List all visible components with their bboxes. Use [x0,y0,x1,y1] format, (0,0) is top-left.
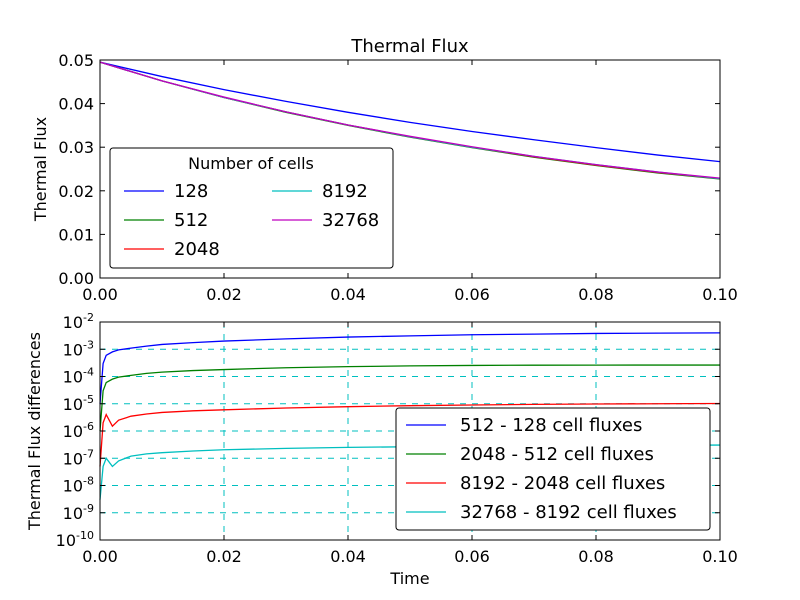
bottom-x-tick-label: 0.10 [702,547,738,566]
top-x-tick-label: 0.08 [578,285,614,304]
top-series-line-32768 [99,61,721,179]
bottom-x-axis-label: Time [389,569,429,588]
top-panel: Thermal Flux Thermal Flux 0.00 0.02 0.04 0.06… [31,36,738,304]
top-x-tick-label: 0.10 [702,285,738,304]
bottom-y-tick-label: 10-3 [63,338,94,359]
bottom-series-line-2 [99,364,720,432]
top-x-tick-label: 0.00 [82,285,118,304]
bottom-x-tick-label: 0.08 [578,547,614,566]
bottom-y-tick-label: 10-10 [56,529,94,550]
top-chart-title: Thermal Flux [350,36,469,57]
top-y-axis-label: Thermal Flux [31,117,50,222]
top-y-tick-label: 0.00 [58,269,94,288]
bottom-legend-label: 32768 - 8192 cell fluxes [460,502,677,523]
bottom-panel: 0.00 0.02 0.04 0.06 0.08 0.10 10-10 10-9 10-8 10-… [25,311,738,588]
bottom-y-tick-label: 10-6 [63,420,94,441]
bottom-legend: 512 - 128 cell fluxes 2048 - 512 cell flu… [395,407,711,531]
top-series-lines [99,61,721,180]
bottom-x-tick-label: 0.06 [454,547,490,566]
bottom-ticks: 0.00 0.02 0.04 0.06 0.08 0.10 10-10 10-9 10-8 10-… [56,311,738,566]
top-legend-box [109,147,394,269]
top-legend-label: 32768 [322,210,379,231]
top-legend: Number of cells 128 512 2048 8192 32768 [109,147,394,269]
bottom-x-tick-label: 0.04 [330,547,366,566]
top-y-tick-label: 0.01 [58,225,94,244]
top-plot-frame [99,59,721,279]
top-y-tick-label: 0.03 [58,138,94,157]
bottom-x-tick-label: 0.00 [82,547,118,566]
top-y-tick-label: 0.04 [58,95,94,114]
bottom-legend-label: 8192 - 2048 cell fluxes [460,473,665,494]
top-legend-label: 512 [174,210,208,231]
top-y-tick-label: 0.02 [58,182,94,201]
bottom-legend-label: 512 - 128 cell fluxes [460,415,642,436]
top-x-tick-label: 0.04 [330,285,366,304]
top-legend-title: Number of cells [188,154,314,173]
top-x-tick-label: 0.06 [454,285,490,304]
bottom-y-tick-label: 10-2 [63,311,94,332]
bottom-y-tick-label: 10-9 [63,502,94,523]
bottom-legend-box [395,407,711,531]
bottom-y-tick-label: 10-7 [63,447,94,468]
top-series-line-128 [99,61,721,163]
bottom-y-axis-label: Thermal Flux differences [25,332,44,531]
bottom-y-tick-label: 10-8 [63,475,94,496]
top-x-tick-label: 0.02 [206,285,242,304]
bottom-y-tick-label: 10-5 [63,393,94,414]
top-legend-label: 8192 [322,181,368,202]
top-legend-label: 2048 [174,239,220,260]
bottom-x-tick-label: 0.02 [206,547,242,566]
top-ticks: 0.00 0.02 0.04 0.06 0.08 0.10 0.00 0.01 0.02 0.03… [58,51,737,304]
bottom-series-line-1 [99,332,721,404]
bottom-legend-label: 2048 - 512 cell fluxes [460,444,654,465]
top-y-tick-label: 0.05 [58,51,94,70]
bottom-series-line-3 [99,402,721,467]
top-legend-label: 128 [174,181,208,202]
bottom-y-tick-label: 10-4 [63,366,94,387]
